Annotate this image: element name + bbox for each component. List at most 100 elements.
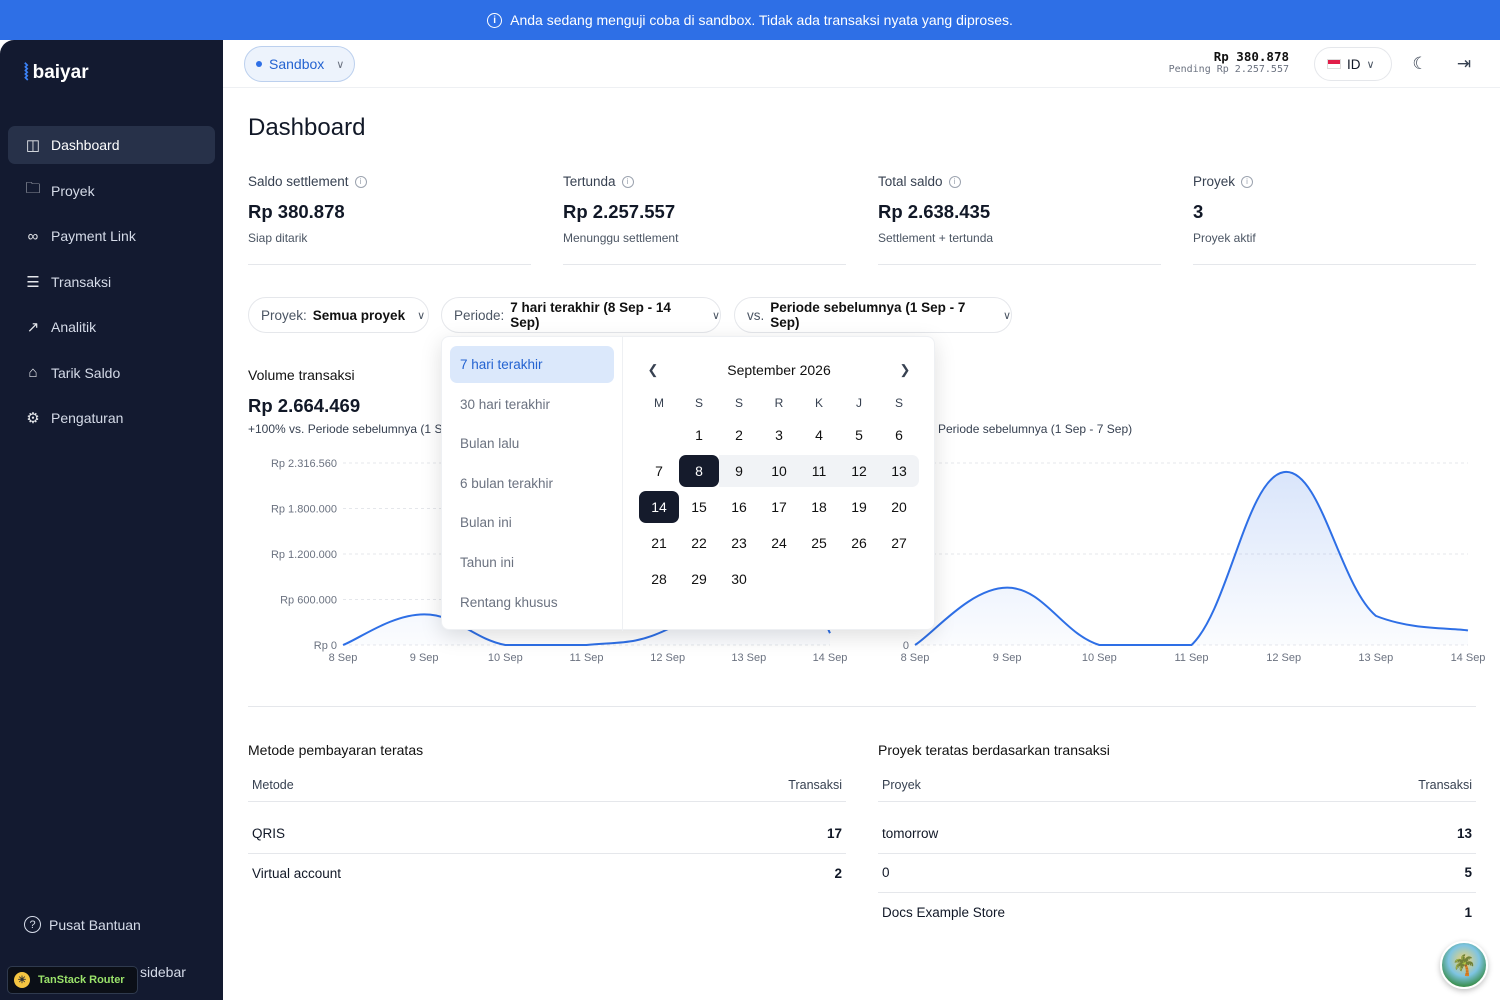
- calendar-day[interactable]: 23: [731, 535, 747, 551]
- preset-option[interactable]: 30 hari terakhir: [460, 396, 551, 412]
- balance-value: Rp 380.878: [1213, 49, 1289, 64]
- count-chart[interactable]: 08 Sep 9 Sep 10 Sep 11 Sep 12 Sep 13 Sep 14 Se…: [888, 451, 1485, 666]
- compare-filter[interactable]: vs. Periode sebelumnya (1 Sep - 7 Sep) ∨: [734, 297, 1012, 333]
- sidebar-item-transaksi[interactable]: ☰ Transaksi: [8, 263, 215, 301]
- x-tick-label: 12 Sep: [1266, 652, 1301, 664]
- calendar-day[interactable]: 20: [891, 499, 907, 515]
- environment-label: Sandbox: [269, 56, 325, 72]
- pending-value: Pending Rp 2.257.557: [1168, 64, 1289, 75]
- y-tick-label: Rp 1.800.000: [271, 504, 337, 516]
- table-row: tomorrow 13: [878, 814, 1476, 854]
- language-selector[interactable]: ID ∨: [1314, 47, 1392, 81]
- calendar-day[interactable]: 7: [655, 463, 663, 479]
- x-tick-label: 11 Sep: [1174, 652, 1208, 664]
- calendar-day[interactable]: 4: [815, 427, 823, 443]
- preset-option[interactable]: Tahun ini: [460, 554, 515, 570]
- calendar-day[interactable]: 25: [811, 535, 827, 551]
- calendar-day[interactable]: 11: [799, 455, 839, 487]
- chart-total: Rp 2.664.469: [248, 395, 361, 416]
- bank-icon: ⌂: [28, 364, 38, 381]
- dark-mode-toggle[interactable]: ☾: [1409, 53, 1431, 75]
- calendar-day[interactable]: 16: [731, 499, 747, 515]
- weekday-label: J: [856, 396, 862, 410]
- calendar-day[interactable]: 15: [691, 499, 707, 515]
- environment-selector[interactable]: Sandbox ∨: [244, 46, 355, 82]
- help-icon: ?: [24, 916, 41, 933]
- calendar-day[interactable]: 3: [775, 427, 783, 443]
- calendar-day[interactable]: 30: [731, 571, 747, 587]
- calendar-day[interactable]: 29: [691, 571, 707, 587]
- help-center-link[interactable]: ? Pusat Bantuan: [24, 916, 141, 933]
- preset-option[interactable]: 7 hari terakhir: [450, 346, 614, 383]
- stat-card-pending: Tertunda i Rp 2.257.557 Menunggu settleme…: [563, 174, 846, 265]
- trend-icon: ↗: [26, 319, 40, 336]
- calendar-day[interactable]: 9: [719, 455, 759, 487]
- language-label: ID: [1347, 56, 1361, 72]
- calendar-day[interactable]: 17: [771, 499, 787, 515]
- info-icon[interactable]: i: [621, 175, 634, 188]
- calendar-day[interactable]: 10: [759, 455, 799, 487]
- sidebar-item-analitik[interactable]: ↗ Analitik: [8, 308, 215, 346]
- preset-option[interactable]: 6 bulan terakhir: [460, 475, 554, 491]
- calendar-day[interactable]: 13: [879, 455, 919, 487]
- x-tick-label: 8 Sep: [901, 652, 930, 664]
- calendar-day[interactable]: 2: [735, 427, 743, 443]
- calendar-day[interactable]: 24: [771, 535, 787, 551]
- preset-option[interactable]: Rentang khusus: [460, 594, 558, 610]
- calendar-day[interactable]: 8: [679, 455, 719, 487]
- devtools-label: TanStack Router: [38, 974, 125, 986]
- calendar-day[interactable]: 27: [891, 535, 907, 551]
- weekday-label: S: [694, 396, 703, 410]
- period-filter[interactable]: Periode: 7 hari terakhir (8 Sep - 14 Sep…: [441, 297, 721, 333]
- calendar-day[interactable]: 1: [695, 427, 703, 443]
- calendar-day[interactable]: 21: [651, 535, 667, 551]
- weekday-label: M: [654, 396, 664, 410]
- calendar-day[interactable]: 12: [839, 455, 879, 487]
- calendar-day[interactable]: 22: [691, 535, 707, 551]
- sidebar-item-tarik-saldo[interactable]: ⌂ Tarik Saldo: [8, 354, 215, 392]
- calendar-day[interactable]: 28: [651, 571, 667, 587]
- calendar-day[interactable]: 19: [851, 499, 867, 515]
- calendar-day[interactable]: 6: [895, 427, 903, 443]
- preset-option[interactable]: Bulan lalu: [460, 436, 520, 452]
- calendar-day[interactable]: 26: [851, 535, 867, 551]
- x-tick-label: 8 Sep: [329, 652, 358, 664]
- calendar-day[interactable]: 18: [811, 499, 827, 515]
- info-icon[interactable]: i: [948, 175, 961, 188]
- info-icon[interactable]: i: [354, 175, 367, 188]
- sidebar-item-payment-link[interactable]: ∞ Payment Link: [8, 217, 215, 255]
- column-header: Proyek: [882, 777, 921, 792]
- stat-label: Proyek: [1193, 174, 1236, 189]
- island-icon: 🌴: [1451, 954, 1477, 977]
- devtools-toggle-button[interactable]: ☀ TanStack Router: [7, 966, 138, 994]
- row-count: 17: [826, 825, 842, 841]
- chevron-left-icon[interactable]: ❮: [647, 362, 659, 377]
- brand-logo[interactable]: ⦚ baiyar: [24, 60, 89, 86]
- chevron-right-icon[interactable]: ❯: [899, 362, 911, 377]
- stat-card-settlement: Saldo settlement i Rp 380.878 Siap ditari…: [248, 174, 531, 265]
- stat-value: Rp 2.638.435: [878, 201, 991, 222]
- stat-subtitle: Siap ditarik: [248, 231, 308, 245]
- assistant-avatar-button[interactable]: 🌴: [1440, 941, 1488, 989]
- calendar-day[interactable]: 5: [855, 427, 863, 443]
- logout-button[interactable]: ⇥: [1453, 53, 1475, 75]
- calendar-day[interactable]: 14: [639, 491, 679, 523]
- sidebar-item-dashboard[interactable]: ◫ Dashboard: [8, 126, 215, 164]
- stat-card-total: Total saldo i Rp 2.638.435 Settlement + t…: [878, 174, 1161, 265]
- sidebar-item-label: Payment Link: [51, 228, 136, 244]
- sidebar-item-proyek[interactable]: 🗀 Proyek: [8, 172, 215, 210]
- table-row: 0 5: [878, 854, 1476, 893]
- preset-option[interactable]: Bulan ini: [460, 515, 512, 531]
- sidebar-toggle-label[interactable]: sidebar: [140, 964, 186, 980]
- table-row: Docs Example Store 1: [878, 893, 1476, 933]
- project-filter[interactable]: Proyek: Semua proyek ∨: [248, 297, 429, 333]
- top-projects-table: Proyek Transaksi tomorrow 13 0 5 Docs Ex…: [878, 768, 1476, 933]
- section-divider: [248, 706, 1476, 707]
- x-tick-label: 13 Sep: [731, 652, 766, 664]
- calendar-month: September 2026: [727, 362, 831, 378]
- sidebar-item-pengaturan[interactable]: ⚙ Pengaturan: [8, 399, 215, 437]
- info-icon[interactable]: i: [1241, 175, 1254, 188]
- info-icon: i: [487, 12, 503, 28]
